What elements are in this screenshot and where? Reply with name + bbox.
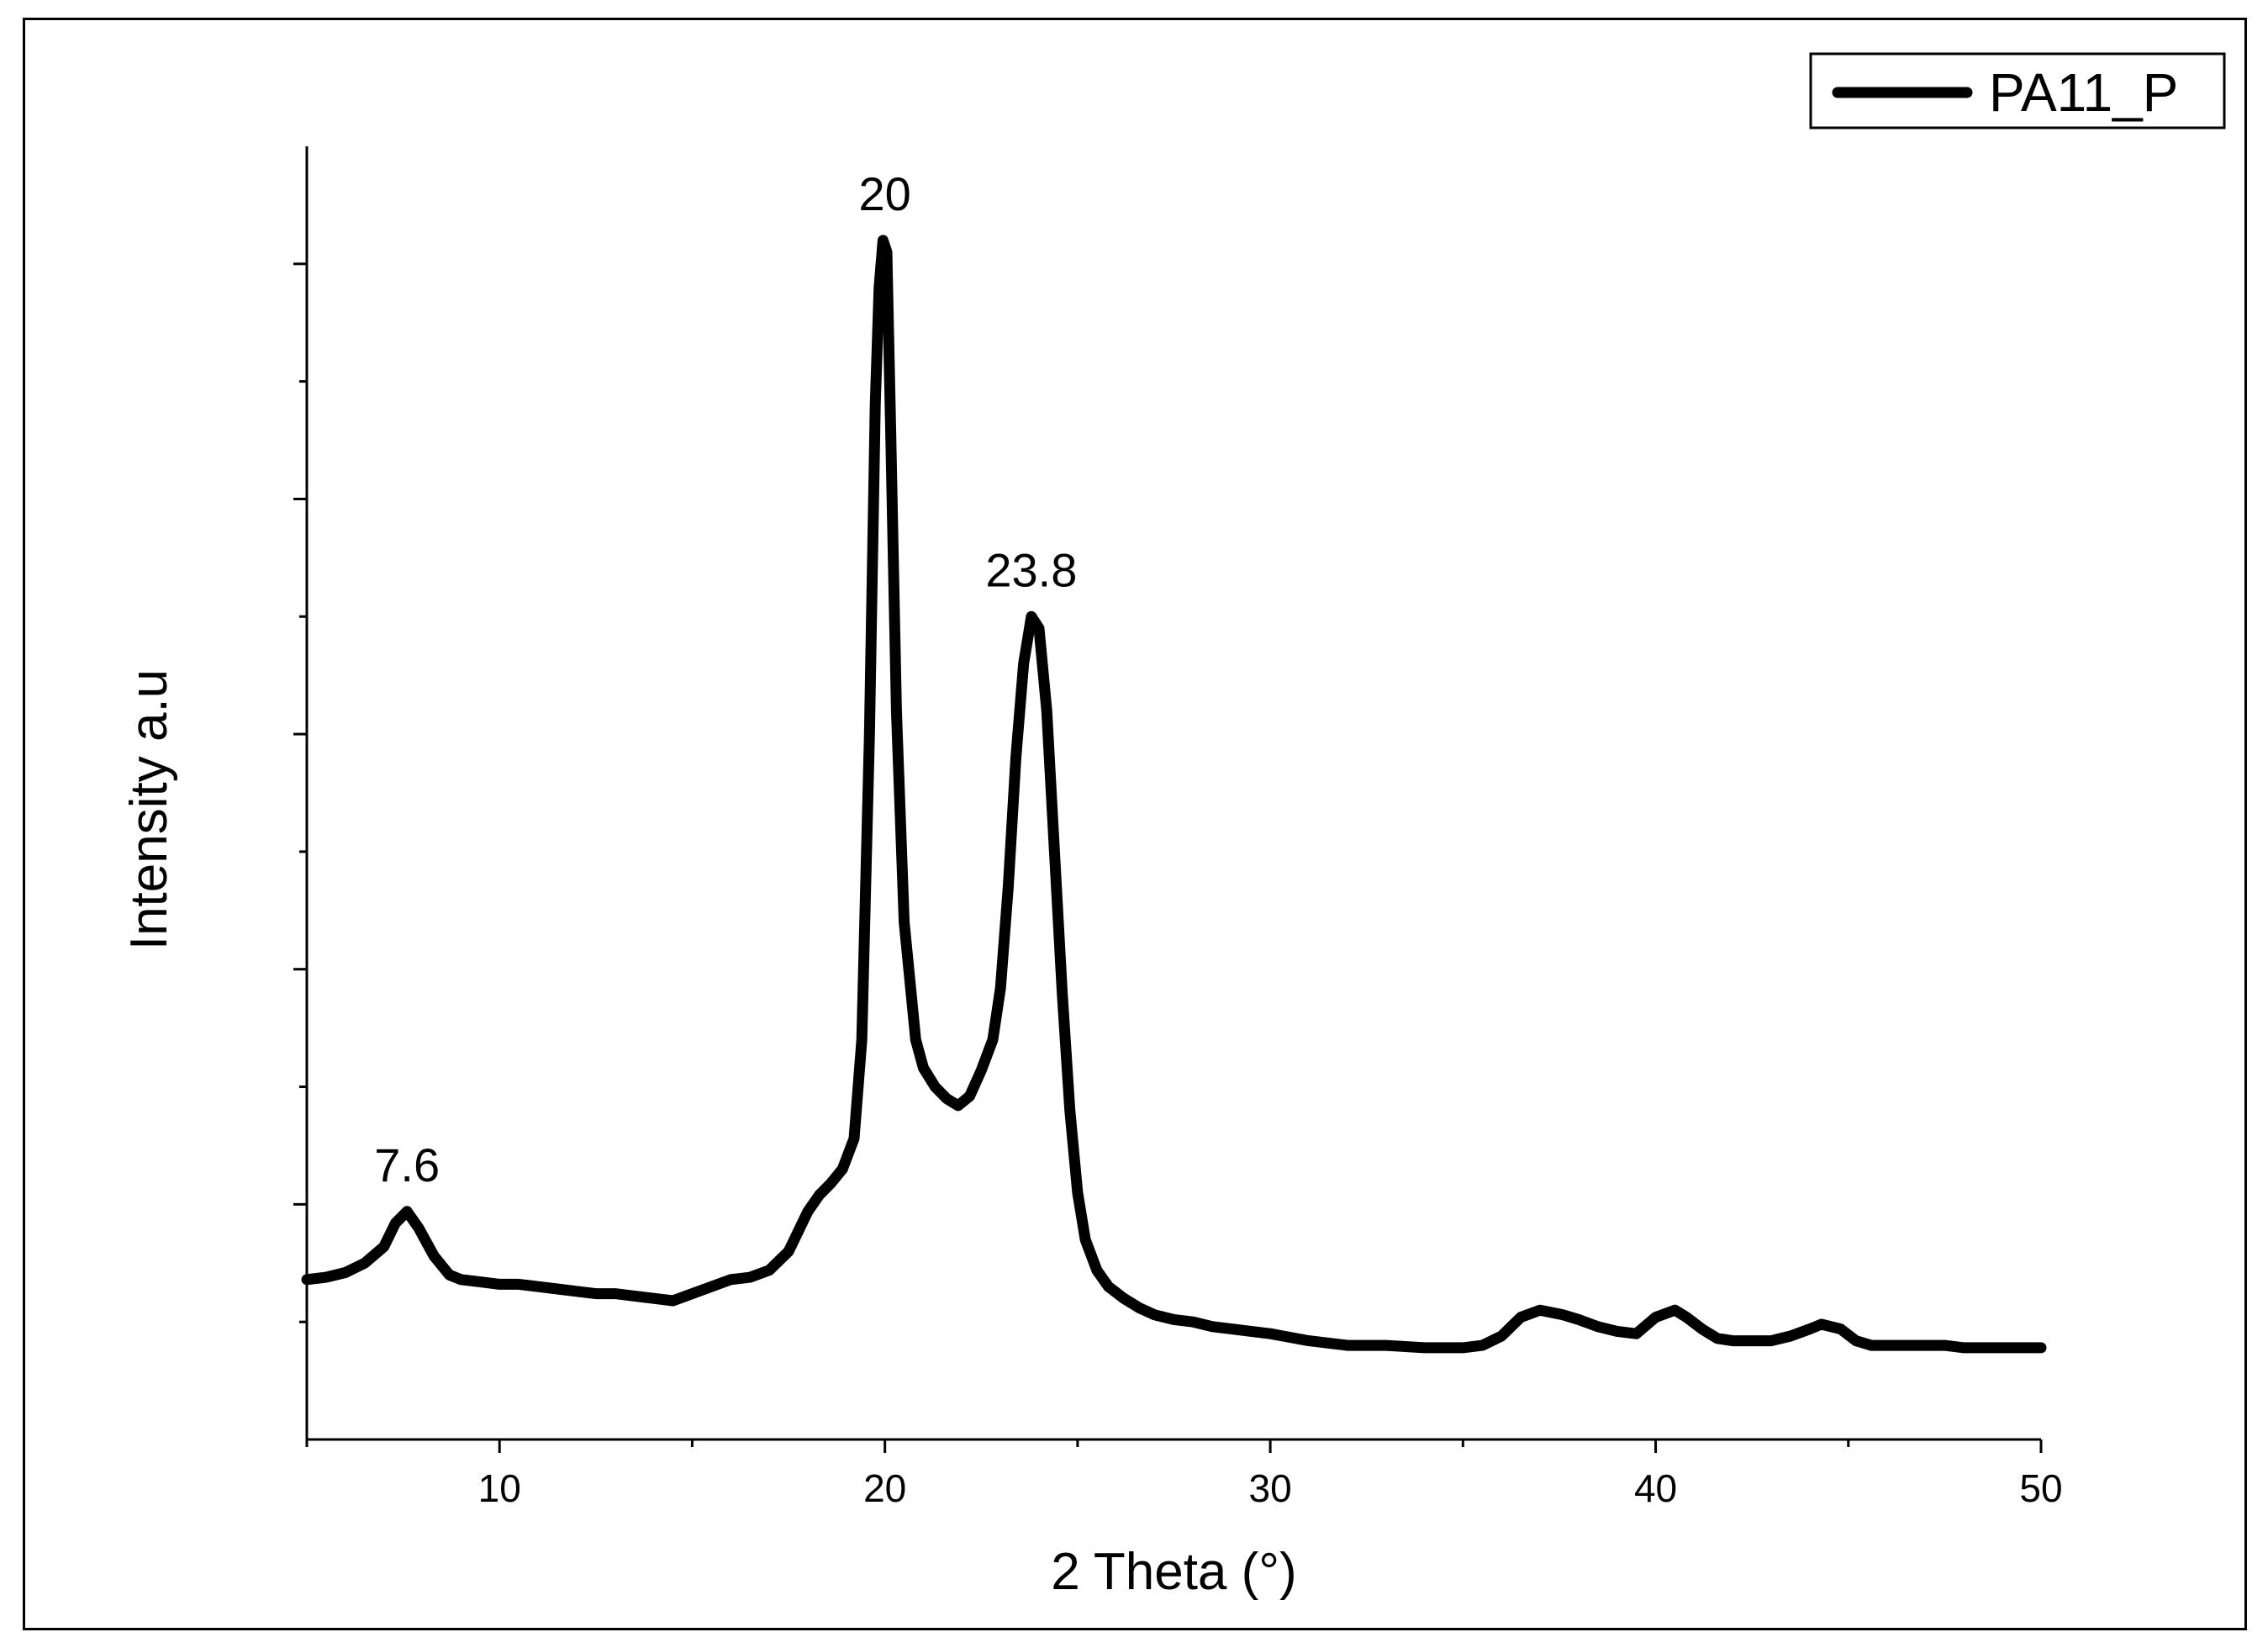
x-tick-label: 10	[478, 1466, 521, 1510]
chart-frame: 10 20 30 40 50 7.6 20 23.8 2 Theta (°) Intensi…	[23, 18, 2247, 1630]
x-tick-label: 50	[2019, 1466, 2062, 1510]
x-tick-labels: 10 20 30 40 50	[478, 1466, 2063, 1510]
axis-ticks	[293, 262, 2043, 1453]
peak-label: 7.6	[374, 1138, 440, 1191]
legend: PA11_P	[1809, 52, 2226, 129]
x-tick-label: 30	[1249, 1466, 1292, 1510]
series-line-pa11-p	[301, 235, 2047, 1354]
legend-label-pa11-p: PA11_P	[1989, 62, 2178, 123]
peak-annotations: 7.6 20 23.8	[374, 167, 1077, 1191]
peak-label: 23.8	[985, 543, 1077, 596]
y-axis-title: Intensity a.u	[120, 669, 178, 950]
x-tick-label: 40	[1634, 1466, 1677, 1510]
xrd-chart: 10 20 30 40 50 7.6 20 23.8 2 Theta (°) Intensi…	[120, 52, 2226, 1601]
peak-label: 20	[859, 167, 911, 220]
x-axis-title: 2 Theta (°)	[1051, 1543, 1296, 1601]
x-tick-label: 20	[863, 1466, 906, 1510]
